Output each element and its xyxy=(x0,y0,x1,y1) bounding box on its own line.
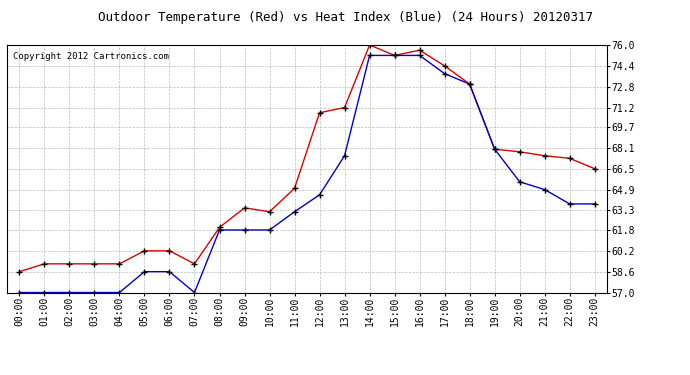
Text: Outdoor Temperature (Red) vs Heat Index (Blue) (24 Hours) 20120317: Outdoor Temperature (Red) vs Heat Index … xyxy=(97,11,593,24)
Text: Copyright 2012 Cartronics.com: Copyright 2012 Cartronics.com xyxy=(13,53,169,62)
